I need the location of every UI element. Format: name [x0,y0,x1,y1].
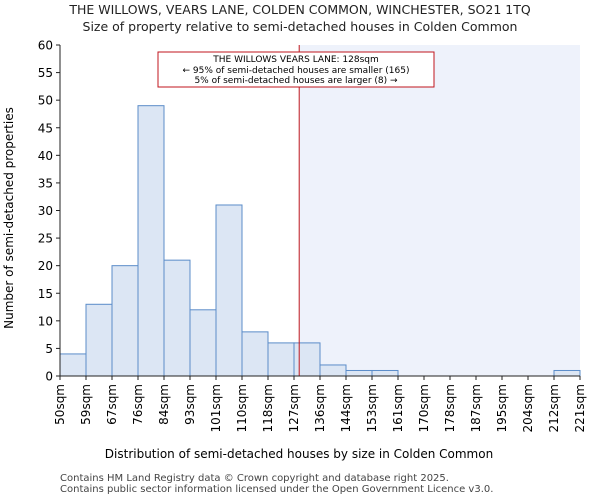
larger-region-shade [299,45,580,376]
y-tick-label: 5 [45,342,53,356]
y-tick-label: 55 [38,66,53,80]
annotation-box: THE WILLOWS VEARS LANE: 128sqm ← 95% of … [157,51,435,88]
bar [553,369,581,377]
y-tick-label: 20 [38,259,53,273]
bar [345,369,373,377]
footer-line-2: Contains public sector information licen… [60,484,494,495]
annotation-line-1: THE WILLOWS VEARS LANE: 128sqm [212,55,379,65]
x-tick-label: 110sqm [235,384,249,432]
bar [371,369,399,377]
y-tick-label: 15 [38,287,53,301]
x-tick-label: 144sqm [339,384,353,432]
x-tick-label: 153sqm [365,384,379,432]
bar [189,309,217,377]
x-tick-label: 76sqm [131,384,145,425]
bar [267,342,295,377]
bar [163,259,191,377]
annotation-frame [157,51,435,88]
y-tick-label: 25 [38,232,53,246]
bar [293,342,321,377]
x-tick-label: 127sqm [287,384,301,432]
x-tick-label: 67sqm [105,384,119,425]
x-tick-label: 178sqm [443,384,457,432]
x-tick-label: 136sqm [313,384,327,432]
bar [111,265,139,377]
x-tick-label: 221sqm [573,384,587,432]
bar [137,105,165,377]
y-tick-label: 45 [38,121,53,135]
y-tick-label: 40 [38,149,53,163]
bar [319,364,347,377]
x-tick-label: 101sqm [209,384,223,432]
bar [241,331,269,377]
annotation-line-2: ← 95% of semi-detached houses are smalle… [183,66,410,76]
x-tick-label: 84sqm [157,384,171,425]
x-axis-label: Distribution of semi-detached houses by … [105,447,493,461]
x-tick-label: 170sqm [417,384,431,432]
x-tick-label: 59sqm [79,384,93,425]
chart-subtitle: Size of property relative to semi-detach… [82,19,518,34]
footer-line-1: Contains HM Land Registry data © Crown c… [60,473,449,484]
y-tick-label: 50 [38,94,53,108]
x-tick-label: 118sqm [261,384,275,432]
y-tick-label: 35 [38,176,53,190]
x-tick-label: 204sqm [521,384,535,432]
annotation-line-3: 5% of semi-detached houses are larger (8… [194,76,398,86]
y-tick-label: 0 [45,370,53,384]
chart-title: THE WILLOWS, VEARS LANE, COLDEN COMMON, … [69,2,531,17]
x-tick-label: 93sqm [183,384,197,425]
y-tick-label: 30 [38,204,53,218]
y-tick-label: 10 [38,314,53,328]
x-tick-label: 161sqm [391,384,405,432]
x-tick-label: 195sqm [495,384,509,432]
bar [59,353,87,377]
bar [85,303,113,377]
y-tick-label: 60 [38,39,53,53]
x-tick-label: 50sqm [53,384,67,425]
bar [215,204,243,377]
x-tick-label: 187sqm [469,384,483,432]
x-tick-label: 212sqm [547,384,561,432]
y-axis-label: Number of semi-detached properties [2,107,16,329]
